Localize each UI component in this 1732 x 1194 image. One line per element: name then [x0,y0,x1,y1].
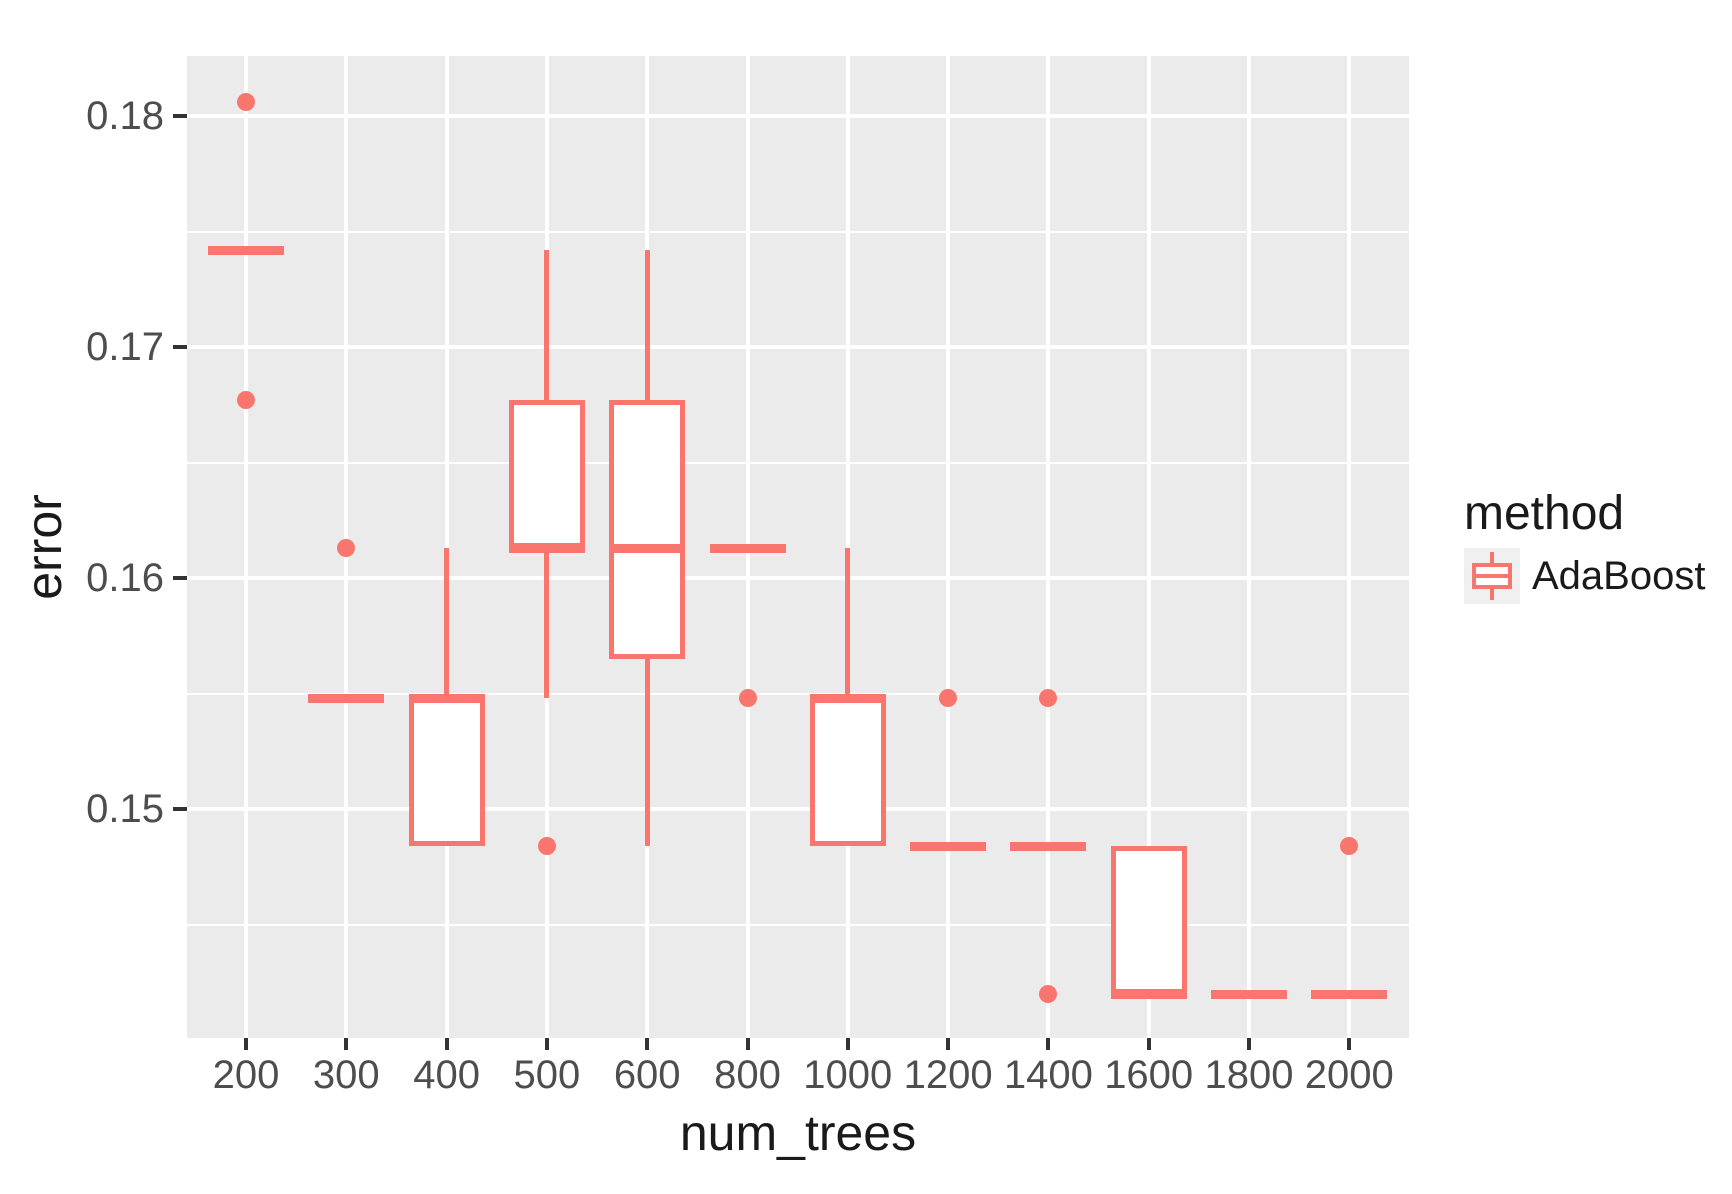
y-axis-title: error [14,56,74,1038]
y-major-gridline [187,114,1409,119]
median-line [408,693,485,703]
outlier-point [1039,689,1058,708]
y-tick [173,345,187,350]
box [1110,846,1187,995]
x-tick-label: 1200 [903,1053,993,1097]
x-tick [1046,1038,1051,1050]
x-tick [444,1038,449,1050]
outlier-point [1039,985,1058,1004]
whisker-lower [544,548,550,699]
whisker-upper [845,548,851,699]
x-tick [645,1038,650,1050]
x-tick [1146,1038,1151,1050]
y-minor-gridline [187,923,1409,926]
x-tick-label: 800 [714,1053,781,1097]
y-minor-gridline [187,692,1409,695]
y-tick [173,576,187,581]
x-gridline [1046,56,1051,1038]
y-major-gridline [187,576,1409,581]
median-line [1110,989,1187,999]
plot-panel [187,56,1409,1038]
outlier-point [1340,837,1359,856]
x-tick [1247,1038,1251,1050]
x-gridline [845,56,850,1038]
outlier-point [237,93,255,112]
outlier-point [337,539,356,558]
x-tick [1347,1038,1352,1050]
y-tick-label: 0.18 [86,94,164,139]
outlier-point [738,689,757,708]
outlier-point [237,391,255,410]
boxplot-glyph-median-icon [1472,574,1512,578]
y-major-gridline [187,345,1409,350]
median-line [609,543,686,553]
x-tick-label: 500 [513,1053,581,1097]
x-tick [244,1038,248,1050]
legend-title: method [1464,487,1625,540]
whisker-upper [544,250,550,401]
y-minor-gridline [187,461,1409,464]
whisker-upper [644,250,650,401]
median-line [308,693,385,703]
box [609,400,686,660]
x-tick-label: 600 [613,1053,681,1097]
median-line [910,841,987,851]
outlier-point [939,689,958,708]
x-gridline [1247,56,1251,1038]
x-axis-title: num_trees [679,1105,917,1161]
median-line [1311,989,1388,999]
legend-entry-adaboost: AdaBoost [1532,554,1706,598]
y-tick-label: 0.17 [86,325,164,370]
x-tick-label: 300 [312,1053,380,1097]
box [809,698,886,847]
x-gridline [444,56,449,1038]
median-line [1211,989,1287,999]
x-gridline [244,56,248,1038]
y-axis-title-text: error [16,494,73,600]
x-tick [946,1038,951,1050]
y-tick-label: 0.15 [86,787,164,832]
x-tick-label: 2000 [1304,1053,1394,1097]
x-tick-label: 1400 [1003,1053,1093,1097]
legend-key [1464,548,1520,604]
x-tick-label: 200 [212,1053,280,1097]
y-major-gridline [187,807,1409,812]
x-tick-label: 400 [413,1053,480,1097]
box [508,400,585,549]
median-line [208,245,284,255]
outlier-point [537,837,556,856]
whisker-lower [644,659,650,847]
y-tick [173,807,187,812]
whisker-upper [444,548,450,699]
x-tick-label: 1600 [1104,1053,1194,1097]
y-minor-gridline [187,230,1409,233]
y-tick-label: 0.16 [86,556,164,601]
median-line [1010,841,1087,851]
median-line [809,693,886,703]
x-gridline [1146,56,1151,1038]
x-tick [745,1038,750,1050]
x-tick-label: 1800 [1204,1053,1294,1097]
x-tick [344,1038,349,1050]
median-line [508,543,585,553]
x-tick [845,1038,850,1050]
y-tick [173,114,187,119]
x-tick [544,1038,549,1050]
median-line [709,543,786,553]
x-gridline [1347,56,1352,1038]
box [408,698,485,847]
x-gridline [946,56,951,1038]
x-tick-label: 1000 [803,1053,893,1097]
